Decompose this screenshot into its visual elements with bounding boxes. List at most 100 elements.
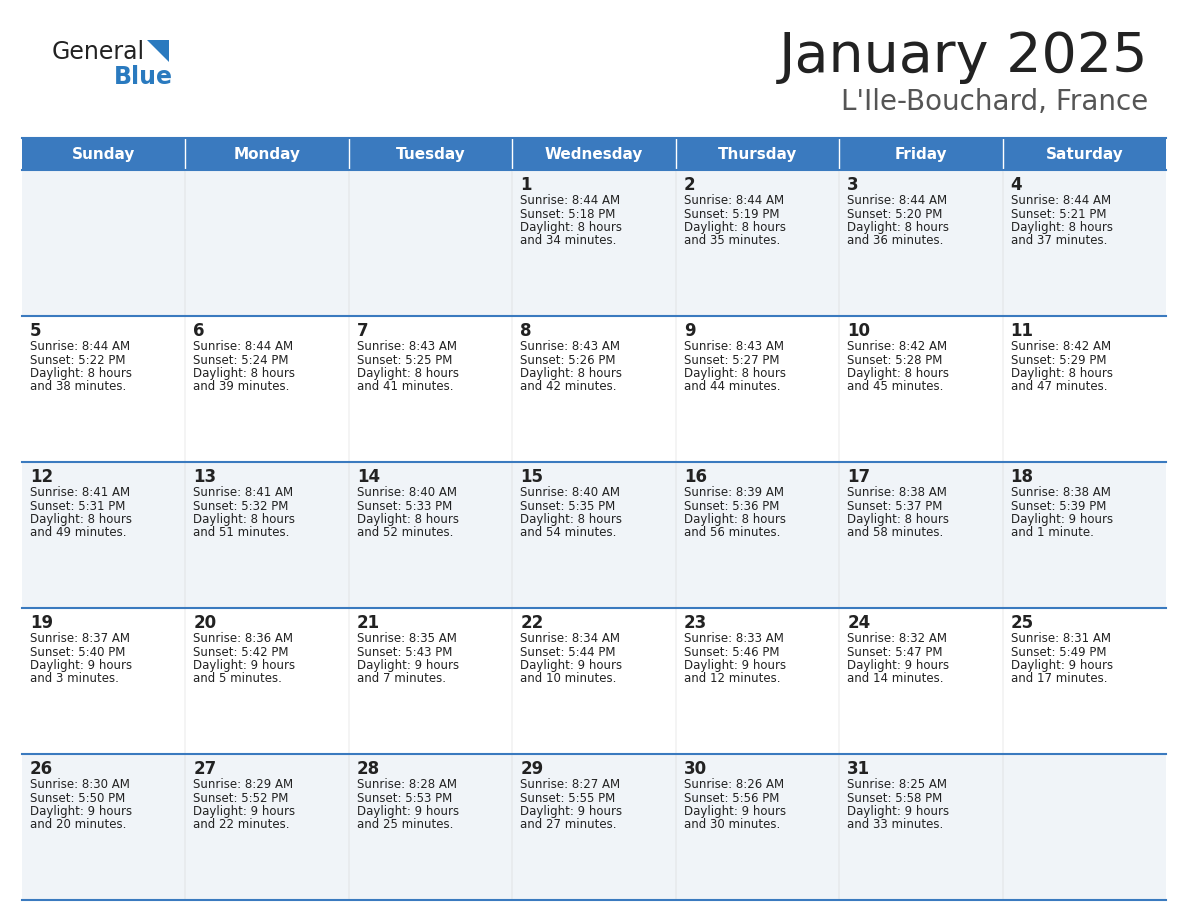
Text: Sunset: 5:50 PM: Sunset: 5:50 PM <box>30 791 125 804</box>
Bar <box>839 754 1003 900</box>
Text: 15: 15 <box>520 468 543 486</box>
Text: Sunrise: 8:43 AM: Sunrise: 8:43 AM <box>356 340 457 353</box>
Bar <box>185 608 349 754</box>
Text: Sunset: 5:39 PM: Sunset: 5:39 PM <box>1011 499 1106 512</box>
Text: Daylight: 8 hours: Daylight: 8 hours <box>520 513 623 526</box>
Text: 17: 17 <box>847 468 871 486</box>
Text: Sunset: 5:43 PM: Sunset: 5:43 PM <box>356 645 453 658</box>
Bar <box>512 316 676 462</box>
Text: 23: 23 <box>684 614 707 632</box>
Text: Daylight: 9 hours: Daylight: 9 hours <box>520 805 623 818</box>
Bar <box>1003 608 1165 754</box>
Text: Daylight: 9 hours: Daylight: 9 hours <box>847 659 949 672</box>
Bar <box>185 462 349 608</box>
Text: Daylight: 9 hours: Daylight: 9 hours <box>684 805 785 818</box>
Bar <box>839 462 1003 608</box>
Text: Sunrise: 8:41 AM: Sunrise: 8:41 AM <box>30 486 131 499</box>
Text: Sunset: 5:20 PM: Sunset: 5:20 PM <box>847 207 942 220</box>
Text: Sunset: 5:24 PM: Sunset: 5:24 PM <box>194 353 289 366</box>
Text: Sunset: 5:36 PM: Sunset: 5:36 PM <box>684 499 779 512</box>
Text: Sunrise: 8:25 AM: Sunrise: 8:25 AM <box>847 778 947 791</box>
Bar <box>23 462 185 608</box>
Text: Daylight: 9 hours: Daylight: 9 hours <box>356 805 459 818</box>
Bar <box>839 138 1003 170</box>
Text: Sunset: 5:47 PM: Sunset: 5:47 PM <box>847 645 942 658</box>
Text: and 27 minutes.: and 27 minutes. <box>520 819 617 832</box>
Bar <box>1003 754 1165 900</box>
Bar <box>349 316 512 462</box>
Text: Daylight: 9 hours: Daylight: 9 hours <box>1011 513 1113 526</box>
Text: Sunset: 5:27 PM: Sunset: 5:27 PM <box>684 353 779 366</box>
Bar <box>185 138 349 170</box>
Text: Wednesday: Wednesday <box>545 147 643 162</box>
Text: Daylight: 8 hours: Daylight: 8 hours <box>356 367 459 380</box>
Text: and 36 minutes.: and 36 minutes. <box>847 234 943 248</box>
Text: Sunrise: 8:28 AM: Sunrise: 8:28 AM <box>356 778 457 791</box>
Text: Daylight: 9 hours: Daylight: 9 hours <box>847 805 949 818</box>
Bar <box>349 462 512 608</box>
Text: 4: 4 <box>1011 176 1022 194</box>
Text: Sunrise: 8:41 AM: Sunrise: 8:41 AM <box>194 486 293 499</box>
Text: Daylight: 9 hours: Daylight: 9 hours <box>194 805 296 818</box>
Text: Sunrise: 8:33 AM: Sunrise: 8:33 AM <box>684 632 784 645</box>
Text: 11: 11 <box>1011 322 1034 340</box>
Text: and 51 minutes.: and 51 minutes. <box>194 527 290 540</box>
Text: 1: 1 <box>520 176 532 194</box>
Text: Daylight: 8 hours: Daylight: 8 hours <box>356 513 459 526</box>
Text: and 47 minutes.: and 47 minutes. <box>1011 380 1107 394</box>
Text: and 45 minutes.: and 45 minutes. <box>847 380 943 394</box>
Text: and 58 minutes.: and 58 minutes. <box>847 527 943 540</box>
Text: Tuesday: Tuesday <box>396 147 466 162</box>
Text: Sunset: 5:46 PM: Sunset: 5:46 PM <box>684 645 779 658</box>
Text: and 42 minutes.: and 42 minutes. <box>520 380 617 394</box>
Text: Daylight: 8 hours: Daylight: 8 hours <box>1011 221 1113 234</box>
Bar <box>185 754 349 900</box>
Text: 21: 21 <box>356 614 380 632</box>
Text: Sunrise: 8:38 AM: Sunrise: 8:38 AM <box>847 486 947 499</box>
Text: Sunrise: 8:38 AM: Sunrise: 8:38 AM <box>1011 486 1111 499</box>
Text: Daylight: 8 hours: Daylight: 8 hours <box>684 367 785 380</box>
Bar <box>512 754 676 900</box>
Text: Daylight: 9 hours: Daylight: 9 hours <box>30 659 132 672</box>
Text: Sunrise: 8:43 AM: Sunrise: 8:43 AM <box>520 340 620 353</box>
Text: Sunset: 5:52 PM: Sunset: 5:52 PM <box>194 791 289 804</box>
Text: Daylight: 9 hours: Daylight: 9 hours <box>684 659 785 672</box>
Text: Sunrise: 8:29 AM: Sunrise: 8:29 AM <box>194 778 293 791</box>
Text: Sunset: 5:44 PM: Sunset: 5:44 PM <box>520 645 615 658</box>
Text: 9: 9 <box>684 322 695 340</box>
Bar <box>349 138 512 170</box>
Bar <box>512 462 676 608</box>
Bar <box>349 608 512 754</box>
Text: 20: 20 <box>194 614 216 632</box>
Text: Sunset: 5:25 PM: Sunset: 5:25 PM <box>356 353 453 366</box>
Bar <box>23 170 185 316</box>
Text: and 20 minutes.: and 20 minutes. <box>30 819 126 832</box>
Bar <box>1003 138 1165 170</box>
Text: 29: 29 <box>520 760 544 778</box>
Text: 31: 31 <box>847 760 871 778</box>
Text: 30: 30 <box>684 760 707 778</box>
Text: Daylight: 8 hours: Daylight: 8 hours <box>847 513 949 526</box>
Text: Sunrise: 8:42 AM: Sunrise: 8:42 AM <box>1011 340 1111 353</box>
Text: and 52 minutes.: and 52 minutes. <box>356 527 454 540</box>
Text: Sunset: 5:58 PM: Sunset: 5:58 PM <box>847 791 942 804</box>
Text: January 2025: January 2025 <box>778 30 1148 84</box>
Text: Sunrise: 8:44 AM: Sunrise: 8:44 AM <box>684 194 784 207</box>
Text: Sunrise: 8:44 AM: Sunrise: 8:44 AM <box>520 194 620 207</box>
Bar <box>676 138 839 170</box>
Text: Sunset: 5:53 PM: Sunset: 5:53 PM <box>356 791 453 804</box>
Text: 5: 5 <box>30 322 42 340</box>
Text: Sunset: 5:35 PM: Sunset: 5:35 PM <box>520 499 615 512</box>
Text: 28: 28 <box>356 760 380 778</box>
Bar <box>185 316 349 462</box>
Text: and 14 minutes.: and 14 minutes. <box>847 673 943 686</box>
Text: and 37 minutes.: and 37 minutes. <box>1011 234 1107 248</box>
Text: Sunset: 5:40 PM: Sunset: 5:40 PM <box>30 645 126 658</box>
Text: Sunrise: 8:32 AM: Sunrise: 8:32 AM <box>847 632 947 645</box>
Text: and 44 minutes.: and 44 minutes. <box>684 380 781 394</box>
Bar <box>839 608 1003 754</box>
Text: Daylight: 8 hours: Daylight: 8 hours <box>520 367 623 380</box>
Text: and 38 minutes.: and 38 minutes. <box>30 380 126 394</box>
Text: 3: 3 <box>847 176 859 194</box>
Text: 22: 22 <box>520 614 544 632</box>
